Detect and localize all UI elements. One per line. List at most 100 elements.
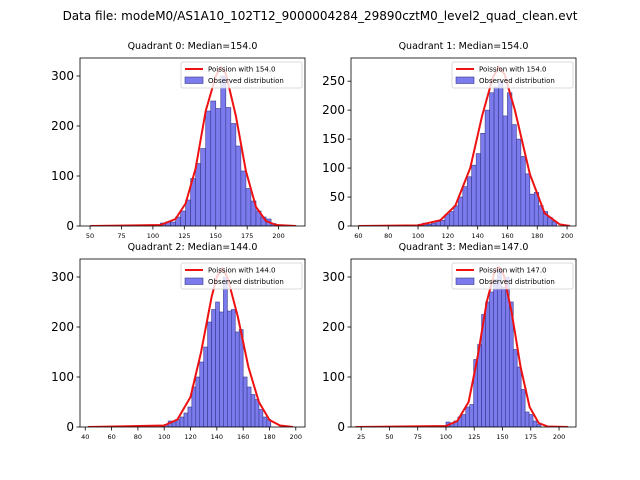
y-tick-label: 0 (66, 420, 74, 434)
histogram-bar (520, 389, 526, 427)
y-tick-label: 100 (322, 370, 345, 384)
histogram-bar (183, 412, 189, 427)
plot-area (358, 65, 571, 226)
histogram-bar (240, 170, 247, 226)
x-tick-label: 120 (184, 433, 196, 441)
x-tick-label: 200 (553, 433, 565, 441)
legend-patch-marker (455, 277, 475, 285)
legend-box (451, 262, 574, 290)
histogram-bar (512, 349, 518, 427)
histogram-bar (511, 124, 517, 226)
x-tick-label: 50 (385, 433, 393, 441)
axes-title: Quadrant 0: Median=154.0 (128, 41, 258, 52)
y-tick-label: 300 (322, 270, 345, 284)
y-tick-label: 250 (322, 74, 345, 88)
axes-frame (79, 57, 306, 227)
histogram-bar (461, 414, 467, 427)
y-tick-label: 200 (51, 320, 74, 334)
y-tick-label: 200 (51, 119, 74, 133)
legend: Poission with 147.0 Observed distribution (451, 262, 574, 290)
poisson-curve (87, 267, 294, 427)
x-tick-label: 75 (117, 232, 125, 240)
histogram-bar (431, 222, 437, 226)
y-tick-label: 0 (337, 420, 345, 434)
legend-label-poisson: Poission with 154.0 (479, 66, 547, 74)
histogram-bar (484, 109, 490, 226)
histogram-bar (220, 75, 227, 226)
y-tick-label: 0 (66, 219, 74, 233)
histogram-bar (489, 291, 494, 427)
legend-box (180, 61, 303, 89)
plot-area (90, 66, 297, 226)
x-tick-label: 60 (107, 433, 115, 441)
legend-label-observed: Observed distribution (208, 77, 284, 85)
histogram-bar (203, 346, 208, 427)
legend-label-observed: Observed distribution (208, 278, 284, 286)
histogram-bar (501, 286, 506, 427)
histogram-bar (207, 321, 212, 427)
y-tick-label: 200 (322, 103, 345, 117)
histogram-bar (227, 310, 232, 427)
y-tick-label: 300 (51, 270, 74, 284)
legend-patch-marker (184, 277, 204, 285)
legend-box (180, 262, 303, 290)
histogram-bar (475, 153, 481, 226)
y-tick-label: 100 (51, 169, 74, 183)
histogram-bar (493, 279, 498, 427)
x-tick-label: 75 (414, 433, 422, 441)
legend: Poission with 154.0 Observed distribution (180, 61, 303, 89)
histogram-bar (234, 331, 240, 427)
histogram-bar (516, 138, 522, 226)
x-tick-label: 60 (354, 232, 362, 240)
histogram-bar (235, 145, 242, 226)
x-tick-label: 150 (496, 433, 508, 441)
histogram-bar (440, 219, 446, 226)
histogram-bar (219, 311, 224, 427)
histogram-bar (246, 386, 252, 427)
x-tick-label: 80 (384, 232, 392, 240)
histogram-bar (223, 276, 228, 427)
x-tick-label: 125 (178, 232, 190, 240)
x-tick-label: 160 (237, 433, 249, 441)
x-tick-label: 175 (241, 232, 253, 240)
histogram-bar (211, 309, 216, 427)
histogram-bar (469, 404, 474, 427)
x-tick-label: 100 (440, 433, 452, 441)
legend-patch-marker (455, 76, 475, 84)
x-tick-label: 175 (525, 433, 537, 441)
histogram-bar (536, 424, 542, 427)
histogram-bar (457, 196, 464, 226)
histogram-bar (179, 416, 185, 427)
plot-area (355, 266, 569, 427)
histogram-bar (465, 406, 471, 427)
axes-frame (350, 57, 577, 227)
histogram-bar (205, 110, 212, 226)
histogram-bar (524, 411, 530, 427)
legend-label-poisson: Poission with 144.0 (208, 267, 276, 275)
y-tick-label: 0 (337, 219, 345, 233)
x-tick-label: 120 (442, 232, 454, 240)
histogram-bar (462, 186, 468, 226)
x-tick-label: 200 (290, 433, 302, 441)
axes-title: Quadrant 1: Median=154.0 (399, 41, 529, 52)
axes-frame (350, 258, 577, 428)
histogram-bar (525, 173, 531, 226)
legend-box (451, 61, 574, 89)
histogram-bar (242, 376, 248, 427)
histogram-bar (215, 301, 220, 427)
histogram-bar (466, 176, 472, 226)
histogram-bar (529, 193, 535, 226)
histogram-bar (225, 107, 232, 226)
x-tick-label: 180 (531, 232, 543, 240)
x-tick-label: 25 (357, 433, 365, 441)
legend: Poission with 154.0 Observed distribution (451, 61, 574, 89)
x-tick-label: 100 (158, 433, 170, 441)
histogram-bar (498, 80, 504, 226)
histogram-bar (195, 376, 201, 427)
histogram-bar (254, 399, 260, 427)
poisson-curve (355, 266, 569, 427)
x-tick-label: 100 (412, 232, 424, 240)
histogram-bar (238, 329, 244, 427)
legend: Poission with 144.0 Observed distribution (180, 262, 303, 290)
histogram-bar (528, 414, 534, 427)
